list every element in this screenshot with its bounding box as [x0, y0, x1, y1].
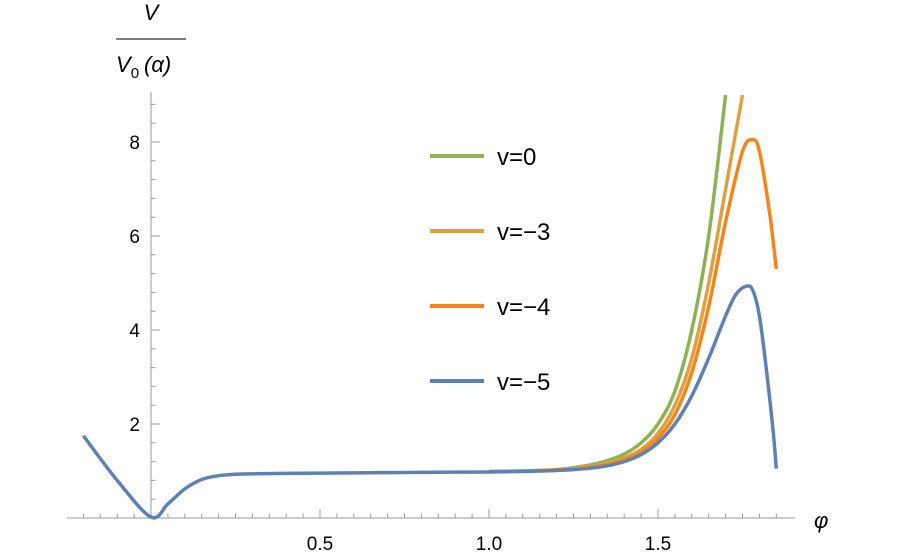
- legend: v=0 v=−3 v=−4 v=−5: [430, 144, 550, 396]
- y-axis-label-numerator: V: [144, 0, 161, 25]
- y-ticks: [151, 103, 160, 500]
- y-tick-label: 4: [129, 321, 140, 342]
- y-axis-label-denominator-arg: (α): [144, 52, 171, 77]
- x-tick-label: 0.5: [307, 534, 333, 555]
- y-tick-label: 6: [129, 227, 140, 248]
- legend-label: v=−3: [497, 219, 550, 246]
- series-layer: [82, 94, 779, 520]
- legend-label: v=0: [497, 144, 536, 171]
- x-tick-label: 1.0: [476, 534, 502, 555]
- y-tick-labels: 2 4 6 8: [129, 133, 140, 436]
- x-ticks: [82, 509, 777, 518]
- legend-label: v=−4: [497, 294, 550, 321]
- x-tick-label: 1.5: [645, 534, 671, 555]
- y-axis-label-denominator-base: V: [116, 52, 133, 77]
- x-axis-label: φ: [814, 508, 828, 533]
- y-tick-label: 8: [129, 133, 140, 154]
- series-line-3: [82, 284, 779, 520]
- axes: 0.5 1.0 1.5 2 4 6 8: [67, 92, 795, 555]
- legend-label: v=−5: [497, 369, 550, 396]
- x-tick-labels: 0.5 1.0 1.5: [307, 534, 671, 555]
- y-axis-label-denominator-sub: 0: [131, 65, 139, 82]
- y-tick-label: 2: [129, 415, 140, 436]
- y-axis-label-denominator: V0 (α): [116, 52, 171, 82]
- y-axis-label: V V0 (α): [116, 0, 186, 82]
